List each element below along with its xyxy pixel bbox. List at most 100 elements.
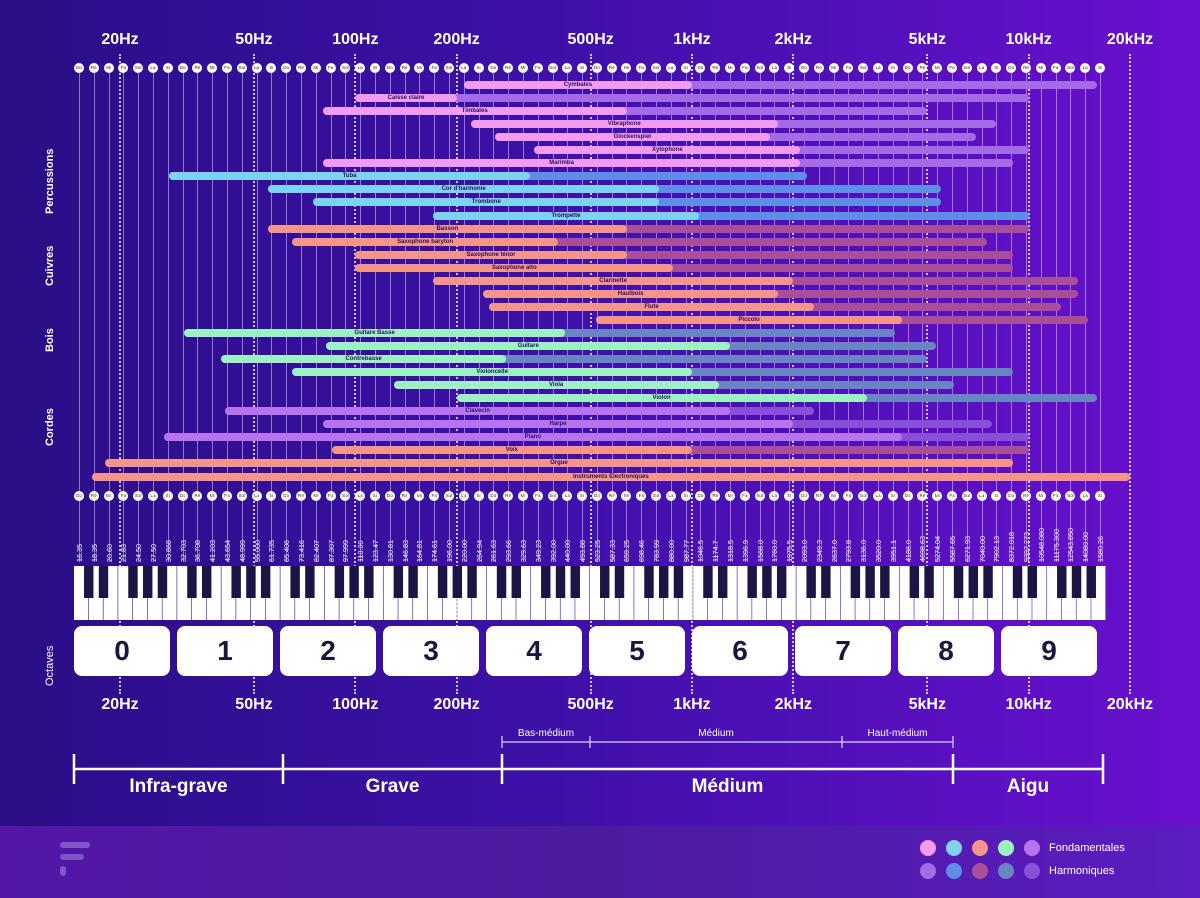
black-key (983, 566, 993, 598)
instrument-bar (267, 185, 942, 194)
note-dot: Mi (517, 63, 528, 73)
black-key (231, 566, 241, 598)
black-key (968, 566, 979, 598)
subrange-label: Haut-médium (867, 728, 928, 739)
freq-guide (119, 54, 121, 694)
note-line (286, 72, 288, 562)
note-dot: La (665, 63, 676, 73)
instrument-bar (393, 381, 954, 390)
black-key (364, 566, 374, 598)
note-dot: Do (281, 63, 292, 73)
black-key (246, 566, 256, 598)
note-dot: Ré (917, 491, 928, 501)
note-dot: Mi (1035, 63, 1046, 73)
note-frequency: 783.99 (652, 540, 662, 562)
instrument-label: Clarinette (599, 277, 627, 284)
fundamental-segment (355, 263, 674, 272)
freq-label-bottom: 50Hz (235, 696, 273, 713)
note-dot: Fa (118, 63, 129, 73)
note-line (226, 72, 228, 562)
note-dot: Fa (1050, 491, 1061, 501)
instrument-bar (534, 146, 1029, 155)
note-dot: Ré (917, 63, 928, 73)
note-dot: Ré (192, 63, 203, 73)
note-dot: Sol (754, 491, 765, 501)
note-frequency: 659.25 (622, 540, 632, 562)
note-dot: Ré (710, 63, 721, 73)
instrument-label: Basson (436, 225, 459, 232)
note-dot: Fa (739, 63, 750, 73)
note-frequency: 5587.65 (948, 536, 958, 562)
note-frequency: 9397.273 (1022, 532, 1031, 562)
note-dot: Do (384, 63, 395, 73)
note-line (241, 72, 243, 562)
instrument-label: Saxophone ténor (466, 251, 516, 258)
note-line (108, 72, 110, 562)
note-dot: Mi (932, 491, 943, 501)
category-cuivres: Cuivres (44, 245, 56, 286)
fundamental-segment (184, 328, 566, 337)
instrument-bar (355, 250, 1014, 259)
freq-label-bottom: 500Hz (567, 696, 614, 713)
freq-label-top: 100Hz (332, 31, 379, 48)
note-frequency: 18.35 (89, 544, 99, 562)
note-dot: Mi (207, 63, 218, 73)
instrument-label: Trompette (551, 212, 581, 219)
note-dot: Si (680, 491, 691, 501)
note-dot: Mi (103, 491, 114, 501)
note-line (345, 72, 347, 562)
note-dot: Fa (532, 63, 543, 73)
fundamental-segment (313, 198, 660, 207)
instrument-label: Contrebasse (345, 356, 382, 363)
freq-guide (1129, 54, 1131, 694)
black-key (880, 566, 890, 598)
instrument-label: Tuba (342, 173, 357, 180)
fundamental-segment (322, 159, 801, 168)
note-dot: Mi (932, 63, 943, 73)
note-dot: Mi (103, 63, 114, 73)
note-dot: Fa (1050, 63, 1061, 73)
instrument-label: Guitare (517, 343, 539, 349)
note-dot: Mi (828, 491, 839, 501)
freq-guide (1027, 54, 1030, 694)
freq-guide (252, 54, 255, 694)
note-dot: Fa (429, 63, 440, 73)
black-key (98, 566, 109, 598)
black-key (84, 566, 94, 598)
freq-label-top: 1kHz (673, 31, 711, 48)
piano-keyboard (74, 566, 1106, 620)
black-key (437, 566, 448, 598)
note-dot: Si (473, 491, 484, 501)
fundamental-segment (169, 172, 530, 181)
note-line (315, 72, 317, 562)
note-dot: Si (577, 63, 588, 73)
fundamental-segment (292, 368, 692, 377)
note-frequency: 196.00 (444, 540, 454, 562)
black-key (541, 566, 551, 598)
note-dot: Mi (1035, 491, 1046, 501)
note-frequency: 21.83 (119, 544, 129, 562)
note-line (478, 72, 480, 562)
black-key (806, 566, 816, 598)
note-frequency: 2637.0 (829, 540, 839, 562)
range-label: Médium (691, 776, 764, 797)
octave-box: 7 (795, 626, 891, 676)
note-dot: Ré (399, 491, 410, 501)
note-frequency: 4186.0 (903, 540, 913, 562)
black-key (555, 566, 566, 598)
note-frequency: 493.88 (578, 540, 588, 562)
note-dot: Do (74, 491, 84, 501)
note-dot: Mi (621, 63, 632, 73)
note-dot: Do (591, 63, 602, 73)
freq-label-bottom: 200Hz (433, 696, 480, 713)
instrument-label: Xylophone (652, 147, 683, 154)
instrument-label: Violoncelle (476, 369, 508, 376)
fundamental-segment (470, 120, 778, 129)
note-line (123, 72, 125, 562)
instrument-bar (163, 433, 1029, 442)
note-frequency: 1046.5 (696, 540, 706, 562)
note-line (152, 72, 154, 562)
note-dot: La (562, 491, 573, 501)
note-frequency: 164.81 (415, 540, 425, 562)
note-dot: Si (369, 63, 380, 73)
